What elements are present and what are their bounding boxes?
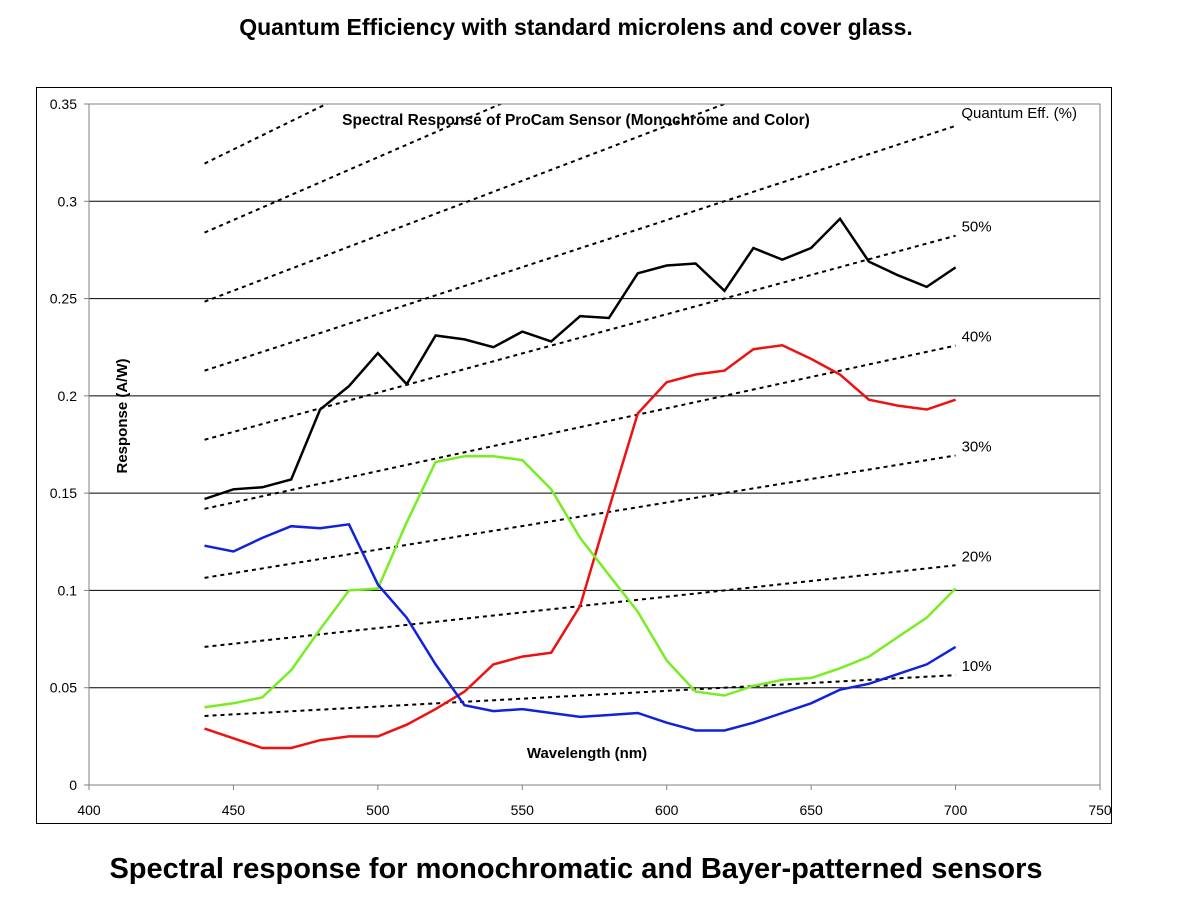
qe-line-80 xyxy=(204,104,503,234)
labels-layer: Spectral Response of ProCam Sensor (Mono… xyxy=(114,105,1077,762)
qe-line-50 xyxy=(204,234,956,441)
chart-svg: 0 0.05 0.1 0.15 0.2 0.25 0.3 0.35 400 450 500 550 60… xyxy=(50,88,1111,818)
series-red-line xyxy=(204,344,957,750)
x-tick-label: 550 xyxy=(511,802,535,818)
qe-label-10: 10% xyxy=(962,658,992,675)
y-axis-label: Response (A/W) xyxy=(114,358,131,473)
grid-layer xyxy=(89,200,1100,689)
series-green-line xyxy=(204,454,957,709)
qe-line-70 xyxy=(204,104,728,303)
qe-line-10 xyxy=(204,674,956,717)
qe-label-40: 40% xyxy=(962,329,992,346)
qe-lines-layer xyxy=(204,88,956,717)
chart-main-title: Quantum Efficiency with standard microle… xyxy=(239,14,913,40)
x-axis-label: Wavelength (nm) xyxy=(527,745,647,762)
chart-frame: 0 0.05 0.1 0.15 0.2 0.25 0.3 0.35 400 450 500 550 60… xyxy=(36,87,1112,824)
plot-area-border xyxy=(88,103,1101,786)
x-tick-label: 700 xyxy=(944,802,968,818)
y-tick-label: 0.15 xyxy=(50,485,77,501)
x-tick-label: 750 xyxy=(1088,802,1111,818)
x-tick-label: 600 xyxy=(655,802,679,818)
qe-line-100 xyxy=(205,88,956,94)
series-layer xyxy=(204,216,957,750)
x-tick-label: 650 xyxy=(799,802,823,818)
tick-labels-layer: 0 0.05 0.1 0.15 0.2 0.25 0.3 0.35 400 450 500 550 60… xyxy=(50,96,1111,818)
axis-layer xyxy=(88,103,1101,786)
qe-label-20: 20% xyxy=(962,548,992,565)
series-blue-line xyxy=(204,522,957,732)
y-tick-label: 0.35 xyxy=(50,96,77,112)
y-tick-label: 0.1 xyxy=(58,582,78,598)
y-tick-label: 0.25 xyxy=(50,291,77,307)
x-tick-label: 400 xyxy=(77,802,101,818)
y-tick-label: 0.3 xyxy=(58,193,78,209)
x-tick-label: 500 xyxy=(366,802,390,818)
qe-line-30 xyxy=(204,454,956,579)
y-tick-label: 0.2 xyxy=(58,388,78,404)
qe-legend-title: Quantum Eff. (%) xyxy=(961,105,1077,122)
y-tick-label: 0 xyxy=(69,777,77,793)
qe-line-60 xyxy=(204,124,956,372)
y-tick-label: 0.05 xyxy=(50,680,77,696)
qe-label-50: 50% xyxy=(962,219,992,236)
figure-caption: Spectral response for monochromatic and … xyxy=(109,853,1043,885)
chart-inner-title: Spectral Response of ProCam Sensor (Mono… xyxy=(342,112,810,129)
qe-label-30: 30% xyxy=(962,438,992,455)
qe-line-40 xyxy=(204,344,956,510)
series-monochrome-line xyxy=(204,216,957,501)
x-tick-label: 450 xyxy=(222,802,246,818)
